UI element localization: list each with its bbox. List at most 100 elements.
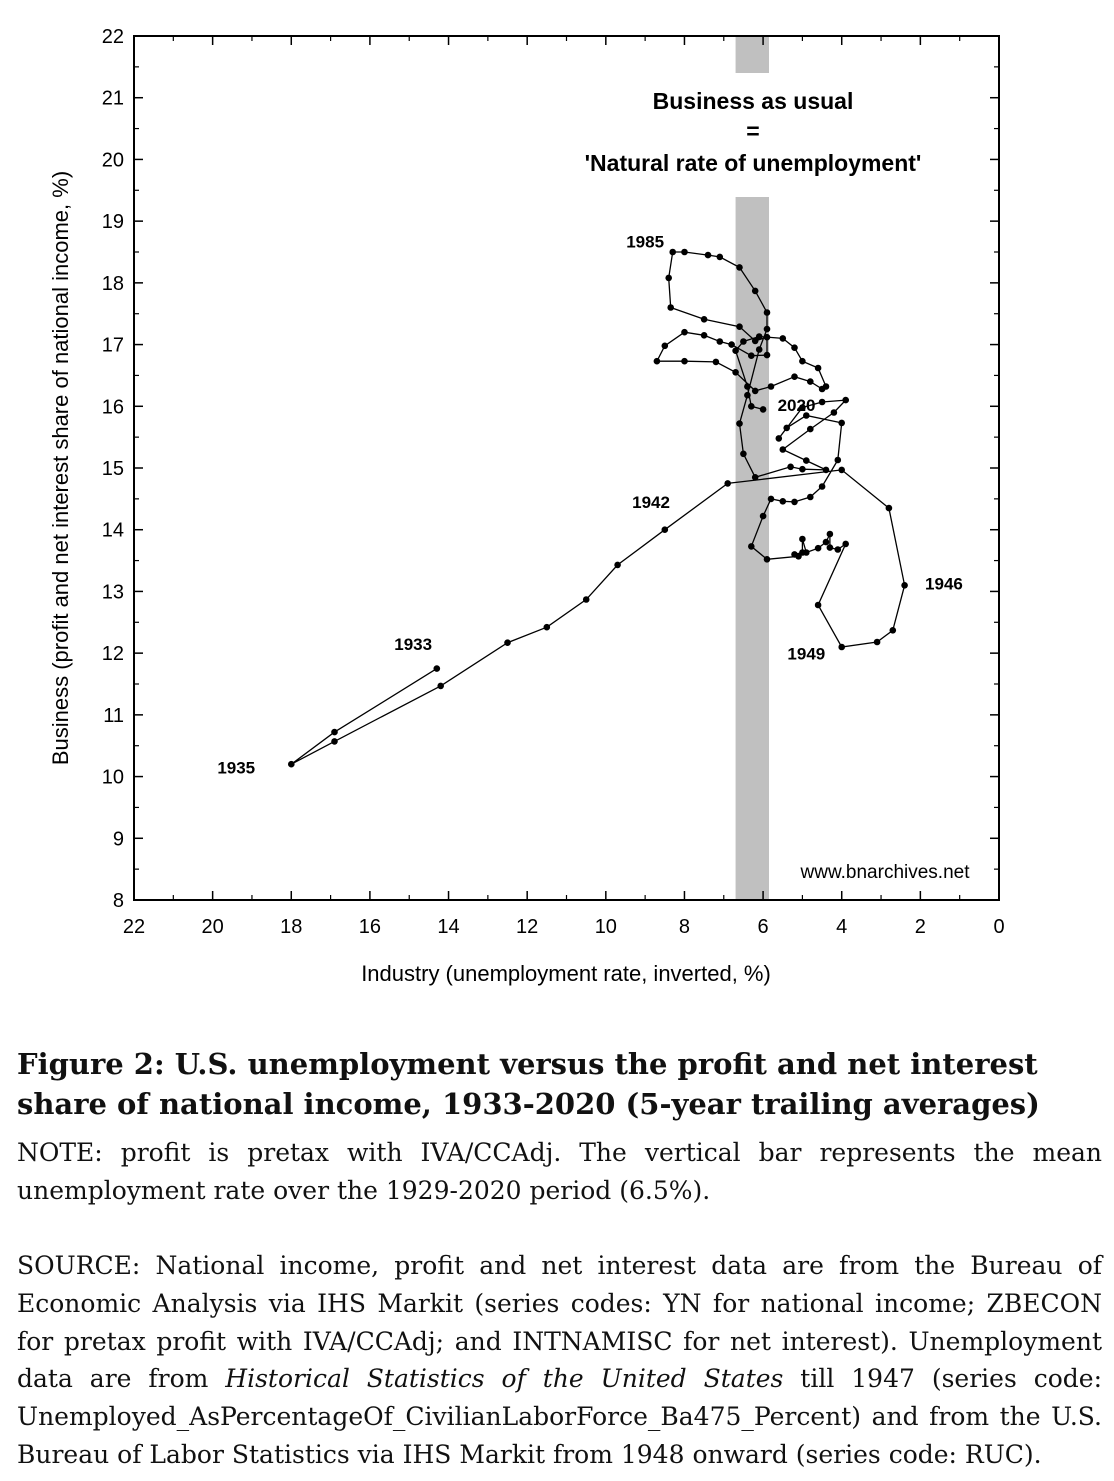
data-point	[288, 760, 295, 768]
data-point	[830, 409, 838, 416]
data-point	[807, 493, 814, 501]
data-point	[653, 357, 661, 365]
chart: Business as usual = 'Natural rate of unemp…	[48, 26, 1005, 986]
y-tick-label: 15	[102, 458, 124, 480]
data-point	[787, 463, 794, 471]
data-point	[748, 403, 755, 410]
data-point	[740, 338, 747, 345]
data-point	[755, 333, 763, 340]
data-point	[700, 332, 708, 339]
data-point	[716, 253, 724, 261]
data-point	[901, 582, 908, 589]
data-point	[751, 387, 759, 395]
data-point	[661, 342, 669, 350]
data-point	[748, 543, 755, 550]
year-label-1946: 1946	[925, 575, 963, 594]
x-tick-label: 16	[359, 916, 381, 938]
data-point	[331, 738, 338, 745]
axes: 22 20 18 16 14 12 10 8 6 4 2 0891011121314151617181…	[48, 26, 1005, 986]
data-point	[763, 333, 771, 341]
x-tick-label: 22	[123, 916, 145, 938]
y-tick-label: 16	[102, 396, 124, 418]
year-labels: 1933 1935 1942 1946 1949 1985 2020	[217, 233, 963, 778]
y-tick-label: 22	[102, 26, 124, 48]
data-point	[736, 264, 743, 271]
data-point	[834, 456, 842, 464]
x-tick-label: 18	[280, 916, 302, 938]
y-tick-label: 13	[102, 581, 124, 603]
annotation-equals: =	[746, 118, 759, 144]
data-point	[681, 357, 688, 365]
data-point	[504, 639, 511, 646]
figure-source: SOURCE: National income, profit and net …	[17, 1247, 1102, 1474]
data-point	[728, 341, 735, 348]
data-point	[783, 424, 790, 432]
y-tick-label: 18	[102, 273, 124, 295]
data-point	[759, 512, 767, 520]
data-point	[799, 535, 806, 543]
y-tick-label: 12	[102, 643, 124, 665]
x-tick-label: 10	[595, 916, 617, 938]
data-point	[740, 450, 747, 458]
band-upper	[735, 36, 769, 73]
year-label-2020: 2020	[778, 396, 816, 415]
series-points	[288, 248, 908, 768]
source-text-part2: till 1947 (series code: Unemployed_AsPer…	[17, 1364, 1102, 1469]
x-axis-label: Industry (unemployment rate, inverted, %…	[361, 961, 771, 986]
series-path	[290, 251, 906, 765]
data-point	[704, 251, 712, 259]
data-point	[842, 540, 849, 548]
data-point	[437, 682, 445, 690]
x-tick-label: 12	[516, 916, 538, 938]
x-tick-label: 20	[202, 916, 224, 938]
x-tick-label: 4	[836, 916, 847, 938]
data-point	[842, 396, 849, 404]
y-tick-label: 14	[102, 520, 124, 542]
data-point	[885, 504, 893, 512]
x-tick-label: 6	[758, 916, 769, 938]
data-point	[433, 665, 441, 672]
data-point	[751, 474, 759, 481]
data-point	[814, 544, 822, 552]
data-point	[665, 274, 672, 282]
source-text-part1: SOURCE: National income, profit and net …	[17, 1251, 1102, 1394]
y-tick-label: 17	[102, 335, 124, 357]
data-point	[779, 446, 787, 453]
year-label-1933: 1933	[394, 635, 432, 654]
watermark: www.bnarchives.net	[800, 862, 971, 883]
data-point	[681, 248, 688, 256]
data-point	[763, 309, 771, 316]
data-point	[700, 316, 708, 323]
data-point	[716, 338, 724, 345]
data-point	[889, 627, 897, 634]
y-tick-label: 8	[113, 890, 124, 912]
data-point	[732, 369, 739, 376]
data-point	[779, 335, 787, 342]
data-point	[873, 638, 881, 646]
year-label-1942: 1942	[632, 493, 670, 512]
x-tick-label: 14	[437, 916, 459, 938]
data-point	[614, 561, 621, 569]
data-point	[748, 352, 755, 360]
year-label-1985: 1985	[626, 233, 664, 252]
x-tick-label: 0	[993, 916, 1004, 938]
band-annotation: Business as usual = 'Natural rate of unemp…	[585, 88, 922, 176]
data-point	[736, 420, 743, 427]
data-point	[763, 325, 771, 333]
data-point	[791, 498, 798, 506]
data-point	[744, 383, 751, 390]
y-tick-label: 11	[103, 705, 124, 727]
data-point	[759, 406, 767, 413]
data-point	[826, 530, 834, 538]
data-point	[712, 358, 720, 366]
year-label-1935: 1935	[217, 758, 255, 777]
data-point	[667, 304, 674, 311]
y-tick-label: 9	[113, 828, 124, 850]
annotation-business-as-usual: Business as usual	[653, 88, 854, 114]
data-point	[775, 435, 783, 442]
data-point	[799, 465, 806, 473]
data-point	[582, 596, 590, 603]
data-point	[791, 373, 798, 381]
x-tick-label: 2	[915, 916, 926, 938]
series-line	[290, 251, 906, 765]
